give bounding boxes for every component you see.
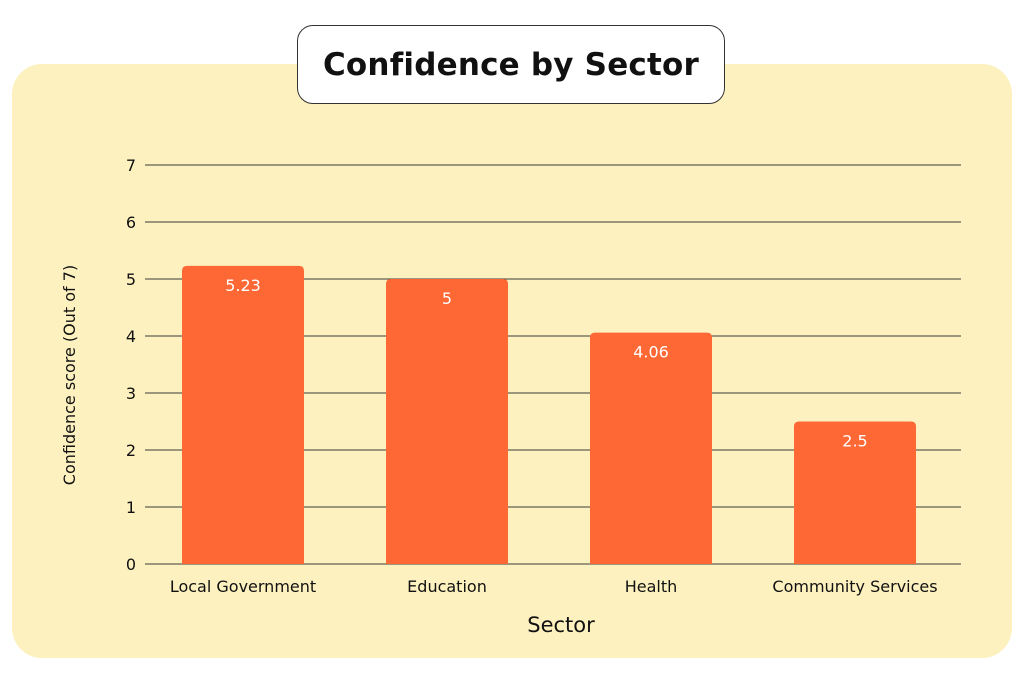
y-tick-label: 3 [126,384,136,403]
bar-value-label: 4.06 [633,343,669,362]
x-tick-label: Education [407,577,487,596]
chart-title-box: Confidence by Sector [297,25,725,104]
y-tick-label: 5 [126,270,136,289]
bar [182,265,304,564]
y-tick-label: 6 [126,213,136,232]
y-tick-label: 0 [126,555,136,574]
x-tick-label: Health [625,577,678,596]
y-tick-label: 4 [126,327,136,346]
y-axis-title: Confidence score (Out of 7) [60,265,79,485]
y-tick-label: 7 [126,156,136,175]
x-axis-ticks: Local Government Education Health Community… [170,577,938,596]
y-tick-label: 2 [126,441,136,460]
x-tick-label: Community Services [772,577,937,596]
bars: 5.23 5 4.06 2.5 [182,265,916,564]
x-tick-label: Local Government [170,577,316,596]
y-tick-label: 1 [126,498,136,517]
chart-title: Confidence by Sector [322,46,700,83]
x-axis-title: Sector [527,613,595,637]
bar [590,332,712,564]
y-axis-ticks: 0 1 2 3 4 5 6 7 [126,156,136,574]
bar [794,421,916,564]
bar-value-label: 5 [442,289,452,308]
bar [386,279,508,564]
bar-value-label: 2.5 [842,432,867,451]
bar-value-label: 5.23 [225,276,261,295]
